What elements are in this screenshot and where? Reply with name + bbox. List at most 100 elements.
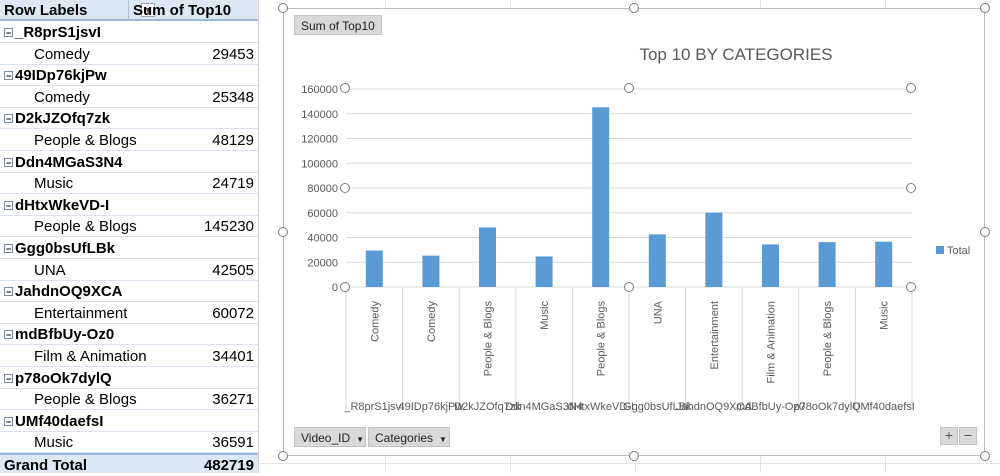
x-category-label: Entertainment	[709, 301, 721, 369]
pivot-video-row[interactable]: − p78oOk7dylQ	[0, 368, 258, 389]
chart-resize-handle[interactable]	[629, 3, 639, 13]
plot-area-handle[interactable]	[340, 183, 350, 193]
collapse-icon[interactable]: −	[4, 416, 13, 427]
bar	[705, 212, 723, 287]
video-id-text: D2kJZOfq7zk	[15, 110, 111, 128]
values-field-button[interactable]: Sum of Top10	[294, 15, 382, 35]
x-category-label: Film & Animation	[766, 301, 778, 384]
x-category-label: People & Blogs	[483, 301, 495, 377]
chart-resize-handle[interactable]	[980, 3, 990, 13]
video-id-label: − D2kJZOfq7zk	[4, 108, 110, 129]
pivot-category-row: People & Blogs 145230	[0, 216, 258, 238]
video-id-text: dHtxWkeVD-I	[15, 196, 110, 214]
collapse-icon[interactable]: −	[4, 200, 13, 211]
plot-area-handle[interactable]	[624, 282, 634, 292]
video-id-text: 49IDp76kjPw	[15, 67, 107, 85]
plot-area-handle[interactable]	[340, 83, 350, 93]
collapse-icon[interactable]: −	[4, 28, 13, 38]
row-labels-header: Row Labels	[4, 2, 88, 19]
bar	[422, 255, 440, 287]
video-id-text: mdBfbUy-Oz0	[15, 326, 115, 344]
category-value: 25348	[212, 88, 254, 106]
row-labels-filter-button[interactable]: ▼	[141, 3, 155, 17]
bar	[535, 256, 553, 287]
x-video-id-label: mdBfbUy-Oz0	[736, 401, 805, 413]
chart-resize-handle[interactable]	[629, 451, 639, 461]
video-id-label: − mdBfbUy-Oz0	[4, 324, 114, 345]
plot-area-handle[interactable]	[906, 183, 916, 193]
bar	[818, 242, 836, 287]
pivot-video-row[interactable]: − UMf40daefsI	[0, 411, 258, 432]
x-category-label: Music	[539, 301, 551, 330]
x-category-label: Comedy	[426, 301, 438, 342]
x-video-id-label: _R8prS1jsvI	[343, 401, 404, 413]
collapse-icon[interactable]: −	[4, 244, 13, 254]
pivot-video-row[interactable]: − mdBfbUy-Oz0	[0, 324, 258, 346]
category-label: People & Blogs	[34, 132, 137, 149]
pivot-video-row[interactable]: − D2kJZOfq7zk	[0, 108, 258, 130]
bar	[479, 227, 496, 287]
pivot-video-row[interactable]: −49IDp76kjPw	[0, 65, 258, 87]
categories-field-label: Categories	[375, 431, 434, 445]
collapse-icon[interactable]: −	[4, 287, 13, 298]
chevron-down-icon: ▼	[439, 435, 447, 444]
bar	[875, 241, 893, 287]
categories-field-button[interactable]: Categories ▼	[368, 427, 450, 447]
y-tick-label: 20000	[307, 257, 338, 269]
pivot-video-row[interactable]: − dHtxWkeVD-I	[0, 195, 258, 216]
chart-resize-handle[interactable]	[278, 3, 288, 13]
video-id-text: Ddn4MGaS3N4	[15, 153, 123, 171]
video-id-label: − UMf40daefsI	[4, 411, 103, 432]
collapse-icon[interactable]: −	[4, 157, 13, 168]
collapse-icon[interactable]: −	[4, 71, 13, 82]
pivot-video-row[interactable]: − Ggg0bsUfLBk	[0, 238, 258, 259]
bar	[365, 250, 383, 287]
chart-resize-handle[interactable]	[278, 227, 288, 237]
chart-resize-handle[interactable]	[278, 451, 288, 461]
pivot-category-row: People & Blogs 48129	[0, 130, 258, 151]
plot-area-handle[interactable]	[340, 282, 350, 292]
chart-resize-handle[interactable]	[980, 227, 990, 237]
expand-field-button[interactable]: +	[940, 427, 958, 445]
collapse-icon[interactable]: −	[4, 373, 13, 384]
pivot-video-row[interactable]: − Ddn4MGaS3N4	[0, 152, 258, 173]
video-id-text: Ggg0bsUfLBk	[15, 240, 116, 257]
video-id-label: − Ggg0bsUfLBk	[4, 238, 115, 259]
video-id-text: p78oOk7dylQ	[15, 369, 112, 387]
x-video-id-label: dHtxWkeVD-I	[567, 401, 634, 413]
category-label: People & Blogs	[34, 218, 137, 236]
y-tick-label: 40000	[307, 233, 338, 245]
pivot-category-row: Film & Animation 34401	[0, 346, 258, 367]
video-id-label: − dHtxWkeVD-I	[4, 195, 109, 216]
x-video-id-label: 49IDp76kjPw	[398, 401, 463, 413]
collapse-icon[interactable]: −	[4, 114, 13, 125]
legend-swatch	[936, 246, 944, 254]
grand-total-label: Grand Total	[4, 457, 88, 474]
y-tick-label: 120000	[301, 134, 338, 146]
pivot-video-row[interactable]: − JahdnOQ9XCA	[0, 281, 258, 303]
legend-label-total: Total	[947, 245, 970, 257]
plot-area-handle[interactable]	[624, 83, 634, 93]
collapse-icon[interactable]: −	[4, 330, 13, 341]
x-video-id-label: Ddn4MGaS3N4	[505, 401, 583, 413]
chart-title: Top 10 BY CATEGORIES	[639, 45, 832, 64]
video-id-field-button[interactable]: Video_ID ▼	[294, 427, 366, 447]
bar	[592, 107, 610, 287]
x-category-label: People & Blogs	[596, 301, 608, 377]
x-video-id-label: Ggg0bsUfLBk	[623, 401, 692, 413]
category-label: Comedy	[34, 88, 90, 106]
collapse-field-button[interactable]: −	[959, 427, 977, 445]
pivot-category-row: People & Blogs 36271	[0, 389, 258, 411]
pivot-chart[interactable]: Sum of Top10 Top 10 BY CATEGORIES 0 20000…	[283, 8, 985, 456]
y-tick-label: 160000	[301, 84, 338, 96]
category-label: Music	[34, 434, 74, 452]
chart-resize-handle[interactable]	[980, 451, 990, 461]
category-value: 48129	[212, 132, 254, 149]
plot-area-handle[interactable]	[906, 83, 916, 93]
pivot-video-row[interactable]: − _R8prS1jsvI	[0, 22, 258, 43]
category-label: People & Blogs	[34, 391, 137, 409]
category-value: 36271	[212, 391, 254, 409]
category-label: Film & Animation	[34, 348, 147, 365]
bar	[648, 234, 666, 287]
plot-area-handle[interactable]	[906, 282, 916, 292]
